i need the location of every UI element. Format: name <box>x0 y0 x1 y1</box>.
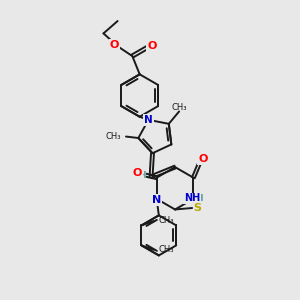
Text: N: N <box>152 195 161 205</box>
Text: H: H <box>138 171 146 180</box>
Text: O: O <box>147 41 157 51</box>
Text: CH₃: CH₃ <box>105 132 121 141</box>
Text: O: O <box>198 154 208 164</box>
Text: O: O <box>132 168 142 178</box>
Text: CH₃: CH₃ <box>171 103 187 112</box>
Text: H: H <box>195 194 202 203</box>
Text: NH: NH <box>184 193 200 203</box>
Text: S: S <box>194 203 201 213</box>
Text: CH₃: CH₃ <box>159 245 174 254</box>
Text: CH₃: CH₃ <box>159 217 174 226</box>
Text: O: O <box>110 40 119 50</box>
Text: N: N <box>144 115 153 125</box>
